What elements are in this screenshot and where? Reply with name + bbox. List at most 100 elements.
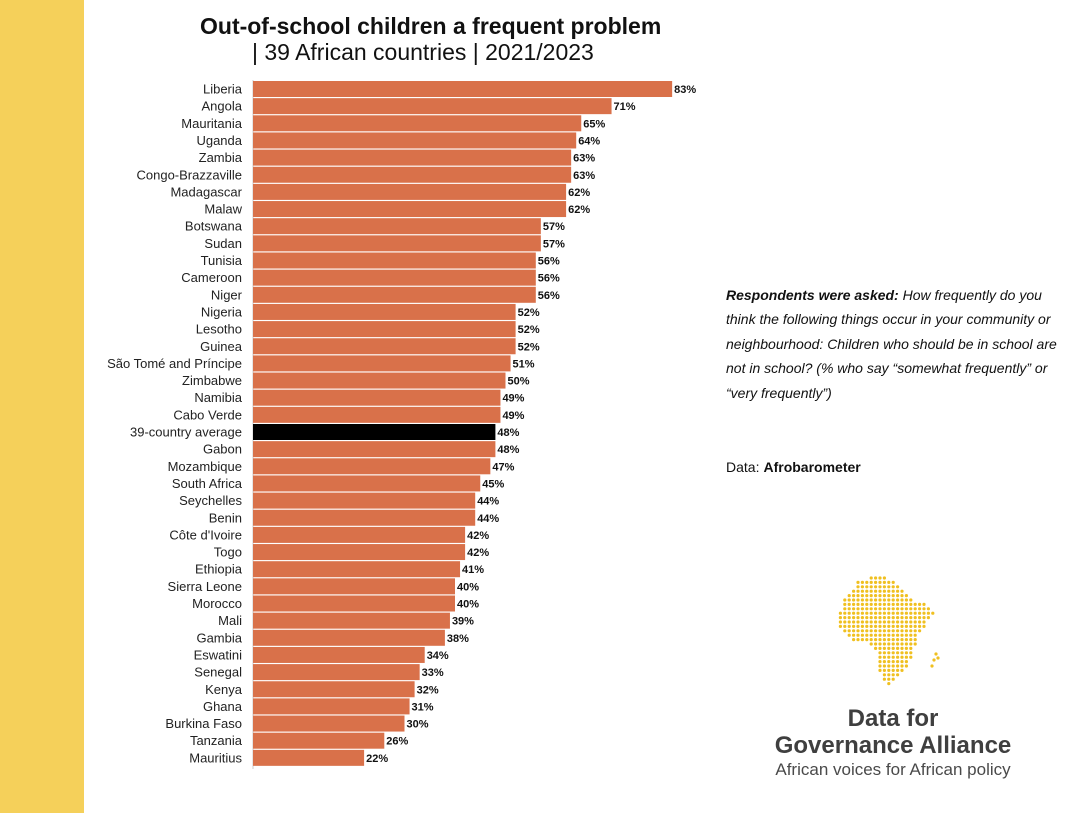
logo-dot	[887, 616, 891, 620]
logo-dot	[900, 594, 904, 598]
logo-dot	[913, 611, 917, 615]
chart-title: Out-of-school children a frequent proble…	[200, 13, 662, 39]
value-label: 42%	[467, 530, 489, 542]
logo-dot	[922, 602, 926, 606]
bar	[253, 561, 461, 578]
value-label: 83%	[674, 84, 696, 96]
logo-dot	[904, 607, 908, 611]
logo-dot	[891, 598, 895, 602]
logo-dot	[896, 607, 900, 611]
logo-dot	[887, 682, 891, 686]
bar	[253, 149, 572, 166]
logo-dot	[900, 624, 904, 628]
logo-dot	[909, 607, 913, 611]
value-label: 41%	[462, 564, 484, 576]
logo-dot	[860, 629, 864, 633]
logo-dot	[900, 642, 904, 646]
logo-dot	[891, 651, 895, 655]
logo-dot	[922, 624, 926, 628]
logo-dot	[865, 602, 869, 606]
logo-dot	[869, 624, 873, 628]
logo-dot	[882, 594, 886, 598]
logo-dot	[891, 655, 895, 659]
logo-dot	[909, 646, 913, 650]
category-label: Uganda	[196, 133, 242, 148]
logo-dot	[878, 594, 882, 598]
logo-dot	[882, 673, 886, 677]
logo-dot	[882, 660, 886, 664]
logo-dot	[900, 633, 904, 637]
logo-dot	[887, 607, 891, 611]
chart-subtitle: | 39 African countries | 2021/2023	[252, 39, 594, 65]
org-name-line2: Governance Alliance	[774, 732, 1012, 759]
logo-dot	[856, 580, 860, 584]
logo-dot	[865, 616, 869, 620]
logo-dot	[882, 629, 886, 633]
logo-dot	[852, 620, 856, 624]
logo-dot	[900, 611, 904, 615]
category-label: Malaw	[204, 202, 242, 217]
bar	[253, 526, 466, 543]
logo-dot	[887, 677, 891, 681]
logo-dot	[891, 607, 895, 611]
logo-dot	[882, 580, 886, 584]
value-label: 44%	[477, 513, 499, 525]
bar	[253, 372, 506, 389]
bar	[253, 544, 466, 561]
logo-dot	[878, 598, 882, 602]
logo-dot	[900, 607, 904, 611]
logo-dot	[852, 633, 856, 637]
category-label: Liberia	[203, 82, 243, 97]
value-label: 49%	[502, 410, 524, 422]
logo-dot	[913, 638, 917, 642]
bar	[253, 578, 455, 595]
logo-dot	[856, 620, 860, 624]
logo-dot	[882, 646, 886, 650]
category-label: Madagascar	[170, 184, 242, 199]
value-label: 45%	[482, 478, 504, 490]
category-label: Mauritania	[181, 116, 242, 131]
category-label: Zimbabwe	[182, 373, 242, 388]
logo-dot	[891, 633, 895, 637]
logo-dot	[847, 598, 851, 602]
logo-dot	[874, 616, 878, 620]
logo-dot	[922, 620, 926, 624]
bar	[253, 612, 450, 629]
category-label: Côte d'Ivoire	[169, 527, 242, 542]
logo-dot	[896, 655, 900, 659]
logo-dot	[860, 589, 864, 593]
logo-dot	[843, 611, 847, 615]
logo-dot	[931, 611, 935, 615]
logo-dot	[896, 664, 900, 668]
logo-dot	[896, 589, 900, 593]
logo-dot	[874, 594, 878, 598]
logo-dot	[887, 589, 891, 593]
value-label: 71%	[614, 101, 636, 113]
logo-dot	[843, 629, 847, 633]
logo-dot	[874, 602, 878, 606]
logo-dot	[878, 642, 882, 646]
logo-dot	[878, 602, 882, 606]
category-label: Angola	[202, 99, 243, 114]
logo-dot	[882, 611, 886, 615]
logo-dot	[891, 580, 895, 584]
logo-dot	[887, 611, 891, 615]
data-source: Data: Afrobarometer	[726, 457, 861, 477]
logo-dot	[874, 646, 878, 650]
logo-dot	[913, 602, 917, 606]
africa-dotted-map-icon	[838, 576, 940, 686]
logo-dot	[918, 629, 922, 633]
category-label: Mauritius	[189, 750, 242, 765]
logo-dot	[843, 598, 847, 602]
logo-dot	[878, 638, 882, 642]
logo-dot	[874, 629, 878, 633]
bar	[253, 355, 511, 372]
category-label: Seychelles	[179, 493, 242, 508]
logo-dot	[852, 611, 856, 615]
logo-dot	[891, 602, 895, 606]
logo-dot	[865, 624, 869, 628]
logo-dot	[891, 646, 895, 650]
logo-dot	[843, 607, 847, 611]
category-label: Burkina Faso	[165, 716, 242, 731]
logo-dot	[887, 664, 891, 668]
